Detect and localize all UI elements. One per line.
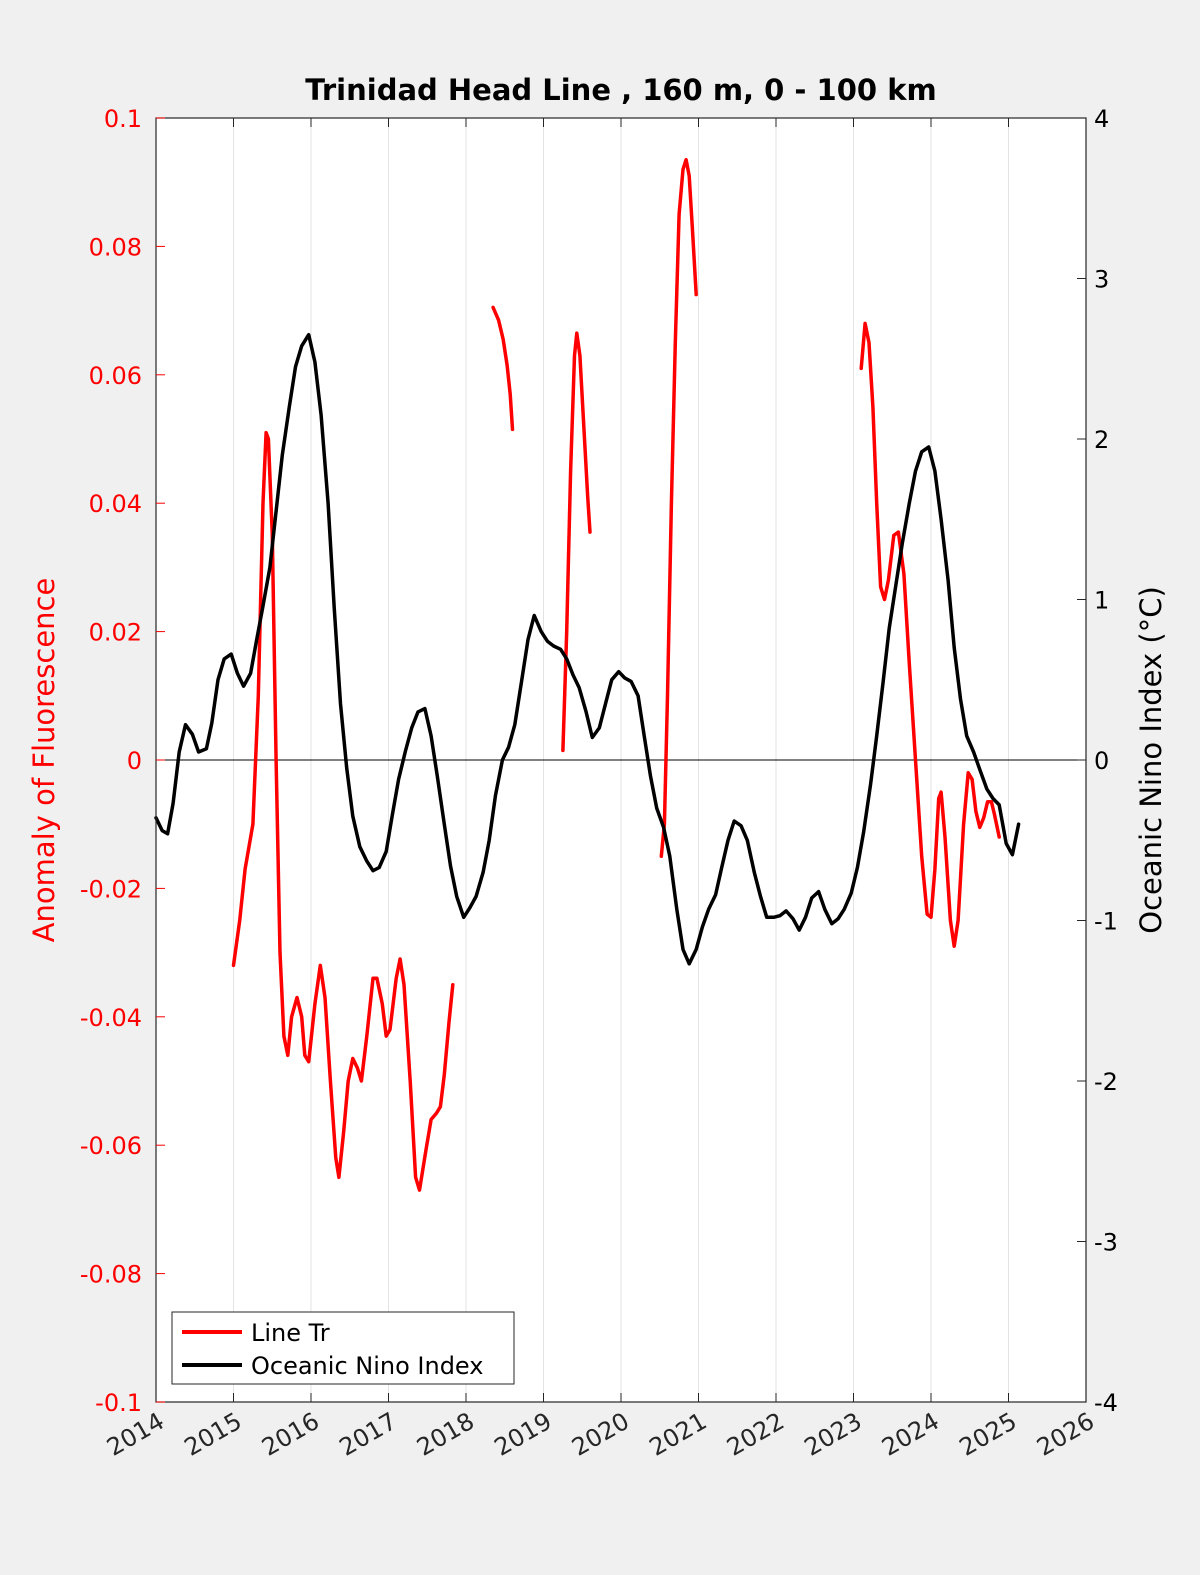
line-tr-series-line-segment-2 — [491, 305, 515, 432]
series-layer — [154, 157, 1021, 1192]
y-right-tick-label: -3 — [1094, 1229, 1118, 1257]
y-axis-left-title: Anomaly of Fluorescence — [27, 578, 61, 943]
y-left-tick-label: 0.08 — [89, 233, 142, 261]
y-right-tick-label: -4 — [1094, 1389, 1118, 1417]
y-right-tick-label: -2 — [1094, 1068, 1118, 1096]
y-left-tick-label: -0.02 — [80, 875, 142, 903]
chart-title: Trinidad Head Line , 160 m, 0 - 100 km — [305, 73, 936, 107]
y-left-tick-label: 0.06 — [89, 362, 142, 390]
line-tr-series-line-segment-3 — [561, 331, 592, 753]
y-right-tick-label: 3 — [1094, 266, 1109, 294]
y-left-tick-label: 0.04 — [89, 490, 142, 518]
y-left-tick-label: 0.02 — [89, 619, 142, 647]
y-left-tick-label: 0 — [127, 747, 142, 775]
oni-series-line-segment-1 — [154, 332, 1021, 966]
line-tr-series-line-segment-4 — [659, 157, 698, 859]
y-left-tick-label: -0.08 — [80, 1261, 142, 1289]
y-right-tick-label: 1 — [1094, 587, 1109, 615]
y-axis-right-title: Oceanic Nino Index (°C) — [1134, 586, 1168, 934]
y-right-tick-label: 2 — [1094, 426, 1109, 454]
line-tr-series-line-segment-5 — [859, 321, 1001, 948]
y-left-tick-label: -0.04 — [80, 1004, 142, 1032]
y-left-tick-label: -0.06 — [80, 1132, 142, 1160]
y-left-tick-label: 0.1 — [104, 105, 142, 133]
y-right-tick-label: -1 — [1094, 908, 1118, 936]
legend-label-oni: Oceanic Nino Index — [251, 1352, 483, 1380]
legend: Line Tr Oceanic Nino Index — [171, 1311, 515, 1385]
line-tr-series-line-segment-1 — [231, 430, 455, 1192]
legend-box — [171, 1311, 515, 1385]
y-left-tick-label: -0.1 — [95, 1389, 142, 1417]
y-right-tick-label: 0 — [1094, 747, 1109, 775]
legend-label-line-tr: Line Tr — [251, 1319, 330, 1347]
y-right-tick-label: 4 — [1094, 105, 1109, 133]
